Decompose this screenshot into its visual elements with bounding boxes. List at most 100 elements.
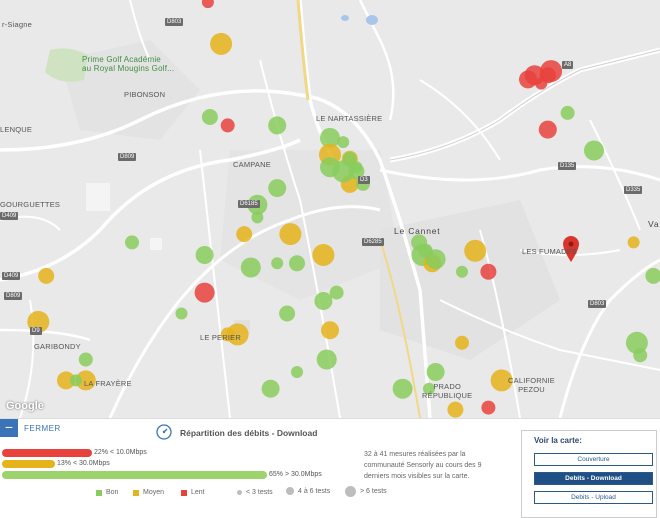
legend-dot <box>237 490 242 495</box>
speed-point-bon[interactable] <box>268 179 287 198</box>
speed-point-moyen[interactable] <box>226 323 249 346</box>
coverage-button[interactable]: Couverture <box>534 453 653 466</box>
place-label: PIBONSON <box>124 90 166 99</box>
place-label: GARIBONDY <box>34 342 81 351</box>
road-shield: D409 <box>0 212 19 220</box>
legend-label: Bon <box>106 489 119 496</box>
speed-point-moyen[interactable] <box>38 267 55 284</box>
speed-point-moyen[interactable] <box>57 371 75 390</box>
map-view-selector: Voir la carte: Couverture Debits - Downl… <box>521 430 657 518</box>
speed-point-moyen[interactable] <box>455 335 469 350</box>
speed-point-bon[interactable] <box>423 382 435 395</box>
results-panel: − FERMER Répartition des débits - Downlo… <box>0 418 660 518</box>
speed-point-bon[interactable] <box>69 374 82 387</box>
bar-slow <box>2 449 92 457</box>
speed-point-moyen[interactable] <box>75 370 96 391</box>
place-label: LE PERIER <box>200 333 241 342</box>
speed-point-bon[interactable] <box>271 257 284 270</box>
map-base <box>0 0 660 418</box>
speedometer-icon <box>156 424 172 440</box>
legend-label: > 6 tests <box>360 488 387 495</box>
road-shield: D335 <box>624 186 643 194</box>
speed-point-bon[interactable] <box>316 349 337 370</box>
road-shield: D9 <box>30 327 42 335</box>
google-attribution: Google <box>6 400 44 412</box>
speed-point-moyen[interactable] <box>490 369 513 392</box>
speed-point-bon[interactable] <box>456 265 468 278</box>
speed-point-lent[interactable] <box>194 282 215 303</box>
speed-point-bon[interactable] <box>175 307 188 320</box>
speed-point-moyen[interactable] <box>447 401 464 418</box>
road-shield: A8 <box>562 61 574 69</box>
speed-point-lent[interactable] <box>540 60 563 83</box>
speed-point-lent[interactable] <box>481 400 496 415</box>
speed-point-bon[interactable] <box>332 160 355 183</box>
speed-point-bon[interactable] <box>78 352 93 367</box>
speed-point-lent[interactable] <box>201 0 214 9</box>
legend-lent: Lent <box>181 489 205 496</box>
speed-point-moyen[interactable] <box>220 327 235 342</box>
speed-point-bon[interactable] <box>314 292 333 310</box>
speed-point-bon[interactable] <box>625 331 648 354</box>
speed-point-bon[interactable] <box>329 285 344 300</box>
road-shield: D6285 <box>362 238 384 246</box>
close-label[interactable]: FERMER <box>24 424 61 433</box>
legend-size-small: < 3 tests <box>237 489 273 496</box>
location-pin-icon[interactable] <box>563 236 579 262</box>
speed-point-bon[interactable] <box>261 379 280 398</box>
speed-point-bon[interactable] <box>392 378 413 399</box>
place-label: PRADO RÉPUBLIQUE <box>422 382 473 400</box>
bar-slow-label: 22% < 10.0Mbps <box>94 449 147 456</box>
speed-point-bon[interactable] <box>645 267 660 284</box>
speed-point-bon[interactable] <box>268 116 287 135</box>
speed-point-bon[interactable] <box>584 140 604 161</box>
close-button[interactable]: − <box>0 419 18 437</box>
speed-point-bon[interactable] <box>289 255 305 272</box>
speed-point-lent[interactable] <box>480 263 497 280</box>
speed-point-lent[interactable] <box>538 120 557 139</box>
measurement-description: 32 à 41 mesures réalisées par la communa… <box>364 451 482 480</box>
road-shield: D803 <box>588 300 607 308</box>
road-shield: D809 <box>4 292 23 300</box>
legend-size-medium: 4 à 6 tests <box>286 487 330 495</box>
speed-point-moyen[interactable] <box>279 223 302 246</box>
place-label: GOURGUETTES <box>0 200 61 209</box>
speed-point-bon[interactable] <box>560 105 575 120</box>
legend-dot <box>345 486 356 497</box>
road-shield: D809 <box>118 153 137 161</box>
speed-point-bon[interactable] <box>633 348 648 363</box>
speed-point-bon[interactable] <box>201 109 218 125</box>
legend-dot <box>286 487 294 495</box>
place-label-golf: Prime Golf Académie au Royal Mougins Gol… <box>82 55 175 73</box>
place-label: LA FRAYÈRE <box>84 379 132 388</box>
map-view[interactable]: r-Siagne Prime Golf Académie au Royal Mo… <box>0 0 660 418</box>
speed-point-bon[interactable] <box>291 366 303 378</box>
speed-point-moyen[interactable] <box>236 226 253 243</box>
speed-point-lent[interactable] <box>220 118 235 133</box>
upload-speed-button[interactable]: Debits - Upload <box>534 491 653 504</box>
legend-label: < 3 tests <box>246 489 273 496</box>
road-shield: D6185 <box>238 200 260 208</box>
road-shield: D135 <box>558 162 577 170</box>
download-speed-button[interactable]: Debits - Download <box>534 472 653 485</box>
speed-point-bon[interactable] <box>195 246 214 264</box>
panel-title: Répartition des débits - Download <box>180 428 318 438</box>
speed-point-moyen[interactable] <box>627 236 640 249</box>
road-shield: D803 <box>165 18 184 26</box>
speed-point-moyen[interactable] <box>321 321 339 340</box>
speed-point-bon[interactable] <box>320 127 340 148</box>
speed-point-bon[interactable] <box>425 249 446 270</box>
legend-swatch <box>181 489 187 496</box>
speed-point-moyen[interactable] <box>210 32 233 55</box>
speed-point-bon[interactable] <box>125 235 139 250</box>
speed-point-bon[interactable] <box>279 305 296 322</box>
speed-point-bon[interactable] <box>251 211 264 224</box>
speed-point-bon[interactable] <box>337 136 350 149</box>
speed-point-moyen[interactable] <box>464 239 487 262</box>
bar-medium <box>2 460 55 468</box>
bar-medium-label: 13% < 30.0Mbps <box>57 460 110 467</box>
speed-point-moyen[interactable] <box>312 244 335 266</box>
speed-point-bon[interactable] <box>426 363 445 381</box>
place-label: LES FUMADES <box>522 247 578 256</box>
speed-point-bon[interactable] <box>240 257 261 278</box>
